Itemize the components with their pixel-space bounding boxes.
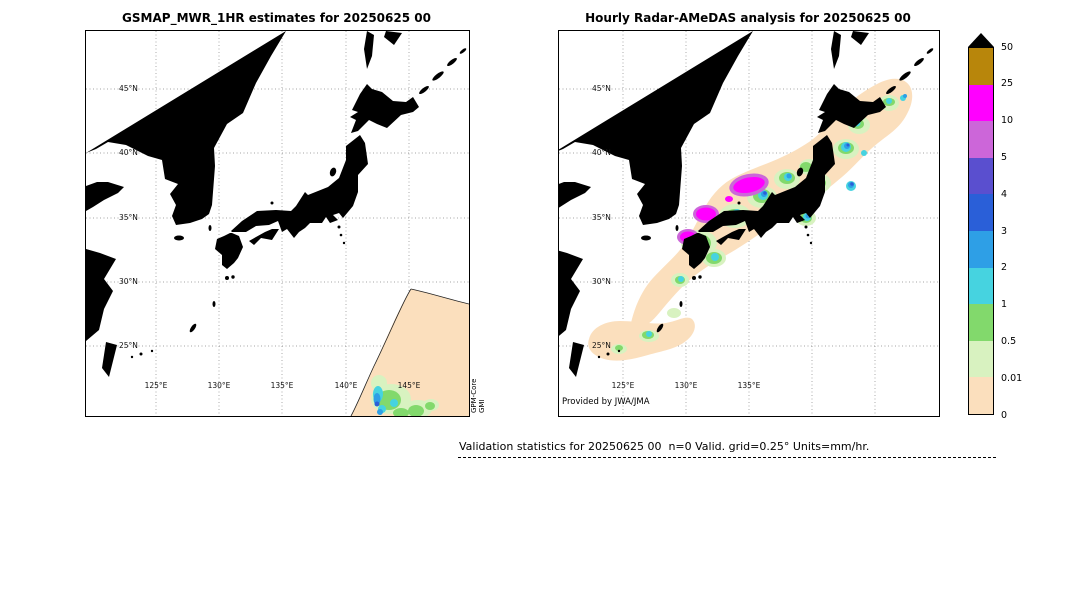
lat-tick-label: 40°N [119, 148, 138, 157]
sensor-watermark-line2: GMI [477, 399, 486, 413]
lat-tick-label: 45°N [592, 84, 611, 93]
lat-tick-label: 25°N [592, 341, 611, 350]
colorbar-tick-label: 1 [1001, 299, 1008, 311]
colorbar-tick-label: 50 [1001, 41, 1014, 53]
gsmap-panel-title: GSMAP_MWR_1HR estimates for 20250625 00 [122, 11, 431, 25]
validation-stats-text: Validation statistics for 20250625 00 n=… [459, 440, 870, 453]
lon-tick-label: 145°E [397, 381, 421, 390]
lon-tick-label: 135°E [737, 381, 761, 390]
gsmap-map-panel: 45°N 40°N 35°N 30°N 25°N 125°E 130°E 135… [85, 30, 470, 417]
lon-tick-label: 135°E [270, 381, 294, 390]
colorbar-block [969, 121, 993, 158]
colorbar-tick-label: 2 [1001, 262, 1008, 274]
lon-tick-label: 140°E [334, 381, 358, 390]
colorbar-block [969, 84, 993, 122]
colorbar-block [969, 267, 993, 305]
colorbar-block [969, 304, 993, 341]
lat-tick-label: 35°N [119, 213, 138, 222]
colorbar-block [969, 194, 993, 231]
lat-tick-label: 30°N [119, 277, 138, 286]
colorbar-tick-label: 0.01 [1001, 372, 1023, 384]
colorbar-tick-label: 10 [1001, 115, 1014, 127]
sensor-watermark: GPM-Core GMI [470, 379, 486, 413]
colorbar-block [969, 340, 993, 378]
lat-tick-label: 30°N [592, 277, 611, 286]
colorbar-tick-label: 4 [1001, 188, 1008, 200]
colorbar-block [969, 230, 993, 268]
lat-tick-label: 25°N [119, 341, 138, 350]
colorbar-tick-label: 0 [1001, 409, 1008, 421]
radar-map-canvas [559, 31, 939, 416]
lat-tick-label: 35°N [592, 213, 611, 222]
dashed-divider [458, 457, 996, 458]
colorbar-tick-label: 25 [1001, 78, 1014, 90]
lon-tick-label: 130°E [207, 381, 231, 390]
gsmap-precip-swath [350, 288, 469, 416]
radar-map-panel: 45°N 40°N 35°N 30°N 25°N 125°E 130°E 135… [558, 30, 940, 417]
colorbar-block [969, 157, 993, 195]
lat-tick-label: 40°N [592, 148, 611, 157]
colorbar: 50 25 10 5 4 3 2 1 0.5 0.01 0 [968, 33, 1048, 421]
colorbar-block [969, 48, 993, 85]
lon-tick-label: 125°E [144, 381, 168, 390]
colorbar-blocks [968, 47, 994, 415]
colorbar-tick-label: 3 [1001, 225, 1008, 237]
colorbar-tick-label: 5 [1001, 151, 1008, 163]
colorbar-tick-label: 0.5 [1001, 335, 1017, 347]
gsmap-map-canvas [86, 31, 469, 416]
colorbar-block [969, 377, 993, 414]
data-credit: Provided by JWA/JMA [562, 397, 650, 407]
lat-tick-label: 45°N [119, 84, 138, 93]
radar-panel-title: Hourly Radar-AMeDAS analysis for 2025062… [585, 11, 911, 25]
lon-tick-label: 130°E [674, 381, 698, 390]
colorbar-overflow-triangle [968, 33, 994, 47]
lon-tick-label: 125°E [611, 381, 635, 390]
